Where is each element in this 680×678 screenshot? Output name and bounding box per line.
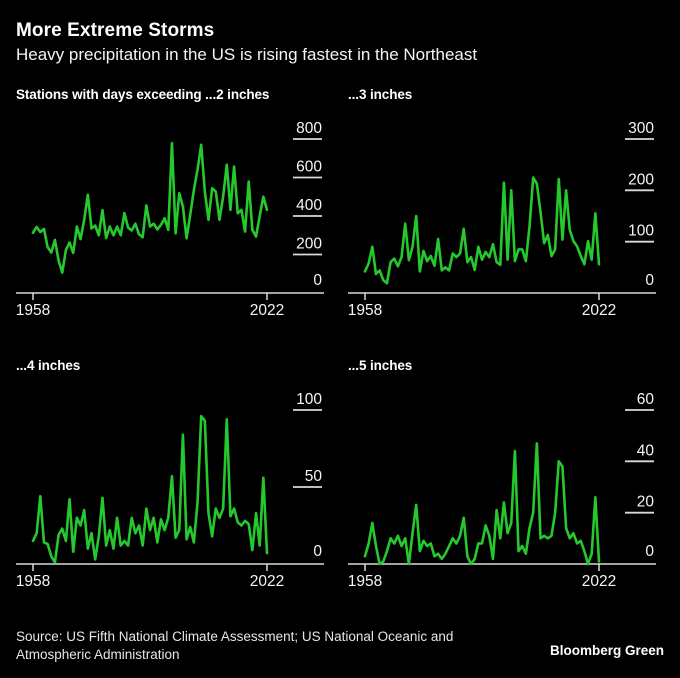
line-chart-2-inches: 1958 2022 0 200 400 600 800 — [16, 120, 324, 319]
svg-text:40: 40 — [637, 442, 655, 459]
line-chart-4-inches: 1958 2022 0 50 100 — [16, 391, 324, 590]
svg-text:1958: 1958 — [348, 302, 382, 319]
svg-text:800: 800 — [296, 120, 322, 137]
panel-4-inches: ...4 inches 1958 2022 0 50 100 — [16, 357, 342, 595]
svg-text:1958: 1958 — [348, 573, 382, 590]
panel-title-5-inches: ...5 inches — [348, 358, 413, 373]
svg-text:100: 100 — [296, 391, 322, 408]
svg-text:2022: 2022 — [250, 302, 284, 319]
svg-text:0: 0 — [313, 272, 322, 289]
svg-text:200: 200 — [296, 236, 322, 253]
panel-3-inches: ...3 inches 1958 2022 0 100 200 300 — [348, 86, 674, 324]
panel-2-inches: Stations with days exceeding ...2 inches… — [16, 86, 342, 324]
svg-text:600: 600 — [296, 159, 322, 176]
panel-title-3-inches: ...3 inches — [348, 87, 413, 102]
svg-text:0: 0 — [313, 543, 322, 560]
svg-text:20: 20 — [637, 494, 655, 511]
svg-text:400: 400 — [296, 197, 322, 214]
svg-text:200: 200 — [628, 171, 654, 188]
svg-text:60: 60 — [637, 391, 655, 408]
brand-wordmark: Bloomberg Green — [549, 643, 664, 658]
svg-text:0: 0 — [645, 272, 654, 289]
panel-5-inches: ...5 inches 1958 2022 0 20 40 60 — [348, 357, 674, 595]
panel-title-4-inches: ...4 inches — [16, 358, 81, 373]
svg-text:300: 300 — [628, 120, 654, 137]
panel-title-2-inches: Stations with days exceeding ...2 inches — [16, 87, 270, 102]
svg-text:1958: 1958 — [16, 573, 50, 590]
svg-text:0: 0 — [645, 543, 654, 560]
source-note: Source: US Fifth National Climate Assess… — [16, 629, 454, 662]
svg-text:100: 100 — [628, 223, 654, 240]
line-chart-3-inches: 1958 2022 0 100 200 300 — [348, 120, 656, 319]
page-subtitle: Heavy precipitation in the US is rising … — [16, 45, 478, 64]
svg-text:2022: 2022 — [250, 573, 284, 590]
line-chart-5-inches: 1958 2022 0 20 40 60 — [348, 391, 656, 590]
svg-text:1958: 1958 — [16, 302, 50, 319]
page-title: More Extreme Storms — [16, 20, 215, 41]
svg-text:50: 50 — [305, 468, 323, 485]
svg-text:2022: 2022 — [582, 573, 616, 590]
svg-text:2022: 2022 — [582, 302, 616, 319]
